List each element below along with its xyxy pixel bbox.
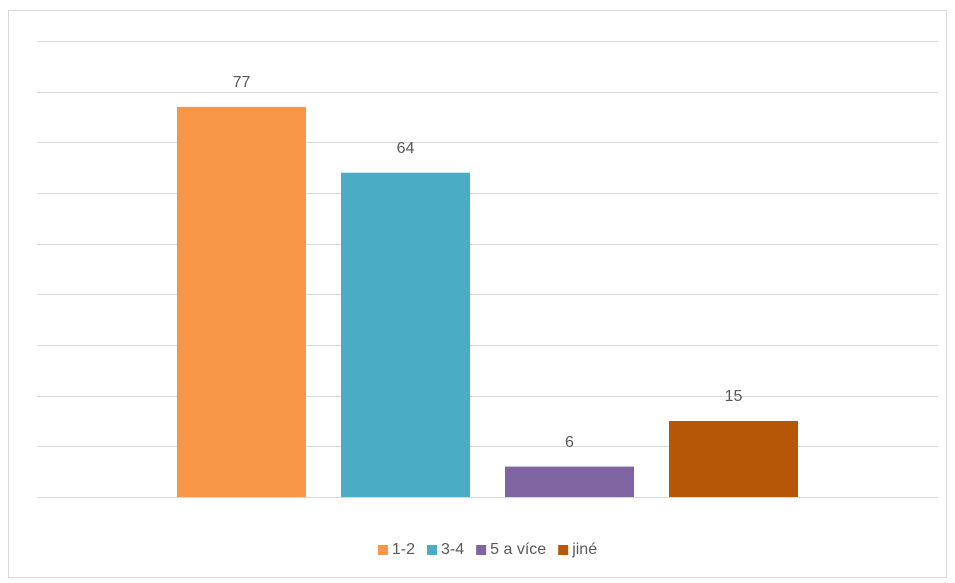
bar <box>341 172 470 497</box>
legend-label: 5 a více <box>490 541 546 558</box>
legend-swatch <box>476 545 487 555</box>
legend-swatch <box>427 545 438 555</box>
data-label: 64 <box>397 140 415 157</box>
legend-swatch <box>558 545 569 555</box>
bar <box>177 106 306 497</box>
legend-label: jiné <box>571 541 597 558</box>
data-label: 77 <box>233 74 251 91</box>
data-label: 6 <box>565 434 574 451</box>
legend-label: 1-2 <box>392 541 415 558</box>
bar <box>669 421 798 497</box>
data-label: 15 <box>725 388 743 405</box>
legend-swatch <box>377 545 388 555</box>
bar <box>505 466 634 497</box>
legend-label: 3-4 <box>441 541 464 558</box>
